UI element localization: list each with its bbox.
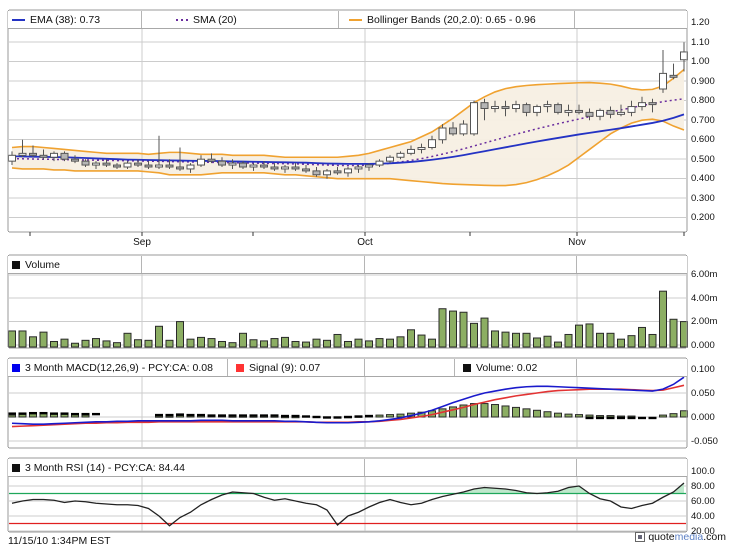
- volume-square-icon: [12, 260, 20, 269]
- sma-legend-label: SMA (20): [193, 13, 237, 26]
- sma-dotted-line-icon: [176, 18, 178, 21]
- bollinger-legend-label: Bollinger Bands (20,2.0): 0.65 - 0.96: [367, 13, 536, 26]
- price-ytick: 1.00: [691, 56, 710, 68]
- ema-legend-label: EMA (38): 0.73: [30, 13, 101, 26]
- legend-signal: Signal (9): 0.07: [228, 359, 365, 376]
- price-ytick: 0.300: [691, 192, 715, 204]
- quotemedia-credit: quotemedia.com: [635, 531, 726, 543]
- volume-ytick: 2.00m: [691, 316, 718, 328]
- macd-square-icon: [12, 363, 20, 372]
- rsi-ytick: 40.00: [691, 510, 715, 522]
- macd-ytick: 0.050: [691, 387, 715, 399]
- rsi-ytick: 80.00: [691, 480, 715, 492]
- rsi-ytick: 20.00: [691, 525, 715, 537]
- price-ytick: 1.10: [691, 36, 710, 48]
- rsi-square-icon: [12, 463, 20, 472]
- legend-sma: SMA (20): [142, 11, 339, 28]
- legend-macd-volume: Volume: 0.02: [455, 359, 577, 376]
- rsi-legend-row: 3 Month RSI (14) - PCY:CA: 84.44: [8, 459, 687, 477]
- price-ytick: 1.20: [691, 17, 710, 29]
- macd-legend-label: 3 Month MACD(12,26,9) - PCY:CA: 0.08: [25, 361, 213, 374]
- price-ytick: 0.900: [691, 75, 715, 87]
- timestamp: 11/15/10 1:34PM EST: [8, 535, 111, 547]
- quotemedia-logo-icon: [635, 532, 646, 542]
- macd-ytick: 0.000: [691, 411, 715, 423]
- macd-legend-row: 3 Month MACD(12,26,9) - PCY:CA: 0.08 Sig…: [8, 359, 687, 377]
- legend-rsi: 3 Month RSI (14) - PCY:CA: 84.44: [8, 459, 365, 476]
- rsi-ytick: 60.00: [691, 495, 715, 507]
- signal-legend-label: Signal (9): 0.07: [249, 361, 321, 374]
- ema-line-icon: [12, 18, 25, 21]
- price-ytick: 0.800: [691, 95, 715, 107]
- price-ytick: 0.200: [691, 212, 715, 224]
- legend-bollinger: Bollinger Bands (20,2.0): 0.65 - 0.96: [339, 11, 575, 28]
- bollinger-line-icon: [349, 18, 362, 21]
- credit-text: quotemedia.com: [648, 531, 726, 543]
- price-legend-row: EMA (38): 0.73 SMA (20) Bollinger Bands …: [8, 11, 687, 29]
- macd-ytick: 0.100: [691, 363, 715, 375]
- macd-ytick: -0.050: [691, 435, 718, 447]
- month-label: Sep: [133, 237, 151, 248]
- signal-square-icon: [236, 363, 244, 372]
- legend-macd: 3 Month MACD(12,26,9) - PCY:CA: 0.08: [8, 359, 228, 376]
- price-ytick: 0.600: [691, 134, 715, 146]
- price-ytick: 0.500: [691, 153, 715, 165]
- legend-spacer: [575, 11, 687, 28]
- volume-legend-row: Volume: [8, 256, 687, 274]
- volume-ytick: 6.00m: [691, 269, 718, 281]
- legend-volume: Volume: [8, 256, 142, 273]
- rsi-ytick: 100.0: [691, 465, 715, 477]
- rsi-legend-label: 3 Month RSI (14) - PCY:CA: 84.44: [25, 461, 185, 474]
- month-label: Oct: [357, 237, 373, 248]
- volume-ytick: 0.000: [691, 339, 715, 351]
- volume-ytick: 4.00m: [691, 292, 718, 304]
- macd-volume-square-icon: [463, 363, 471, 372]
- volume-legend-label: Volume: [25, 258, 61, 271]
- macd-volume-legend-label: Volume: 0.02: [476, 361, 538, 374]
- price-ytick: 0.400: [691, 173, 715, 185]
- legend-ema: EMA (38): 0.73: [8, 11, 142, 28]
- price-ytick: 0.700: [691, 114, 715, 126]
- month-label: Nov: [568, 237, 586, 248]
